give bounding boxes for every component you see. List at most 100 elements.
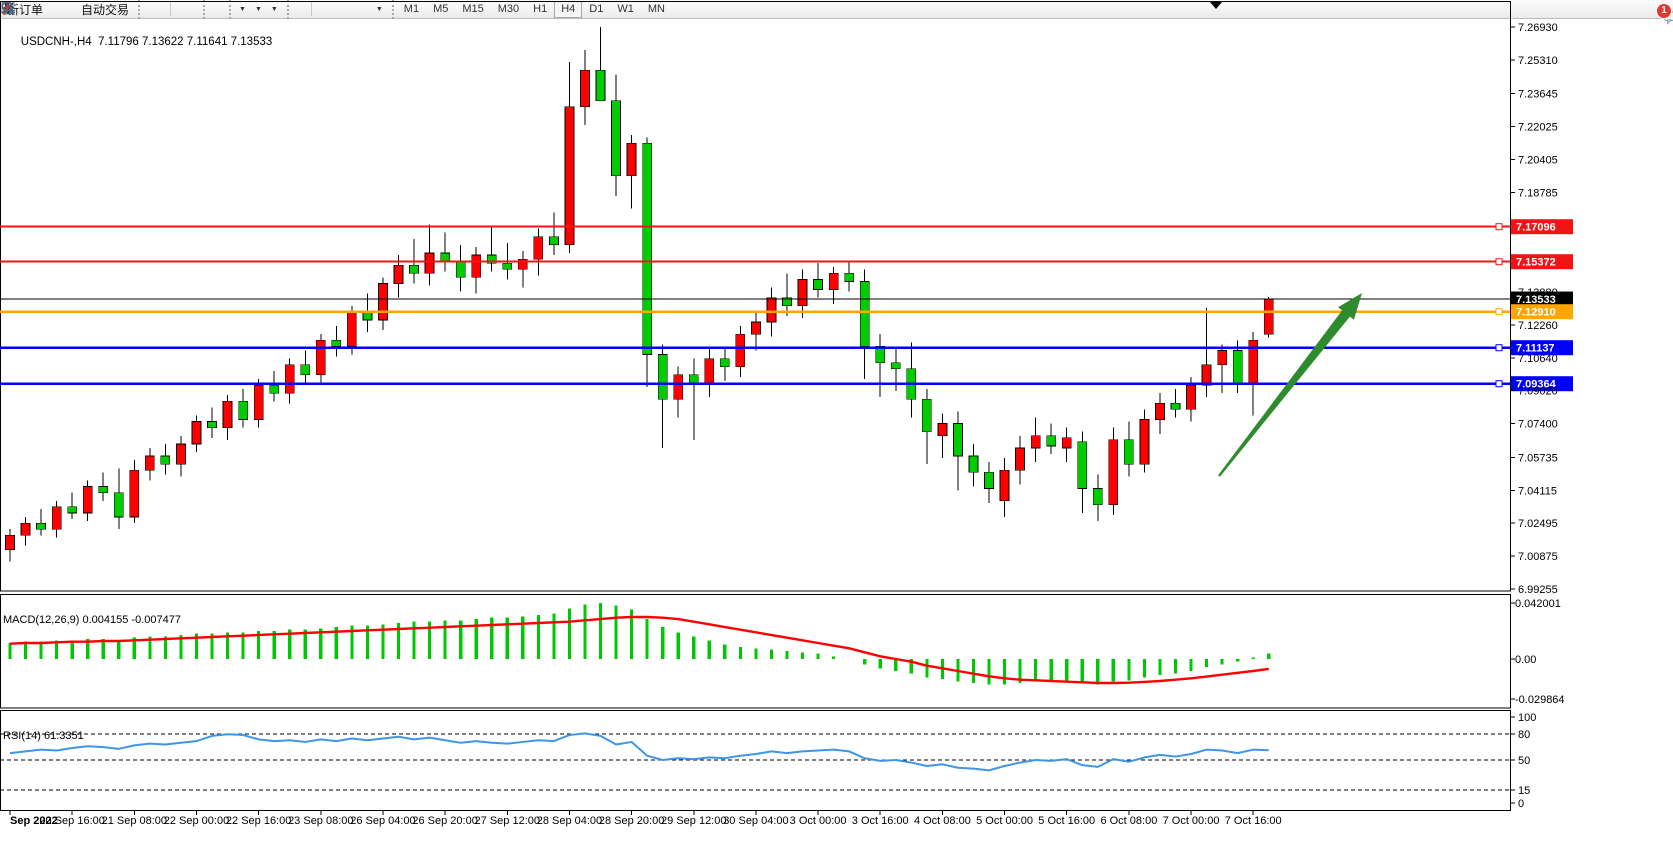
candle-body (797, 279, 808, 307)
price-panel (0, 1, 1511, 592)
candle-body (176, 443, 186, 465)
candle-body (502, 262, 513, 270)
candle-body (486, 254, 497, 264)
rsi-tick-label: 50 (1518, 755, 1530, 767)
support-line-2-handle[interactable] (1495, 380, 1503, 388)
macd-indicator-label: MACD(12,26,9) 0.004155 -0.007477 (3, 614, 181, 626)
candle-body (968, 455, 979, 473)
candle-body (999, 469, 1010, 502)
timeframe-button-m15[interactable]: M15 (462, 2, 484, 15)
time-tick-label: 21 Sep 08:00 (102, 815, 167, 827)
candle-body (238, 400, 248, 420)
candle-body (1232, 350, 1243, 384)
candle-body (517, 258, 528, 270)
resistance-line-1-price-text: 7.17096 (1516, 222, 1556, 234)
timeframe-button-d1[interactable]: D1 (589, 2, 604, 15)
candle-body (424, 252, 435, 274)
time-tick-label: 28 Sep 04:00 (537, 815, 602, 827)
timeframe-button-m1[interactable]: M1 (403, 2, 420, 15)
price-tick-label: 7.10640 (1518, 353, 1558, 365)
current-price-line-price-text: 7.13533 (1516, 294, 1556, 306)
price-tick-label: 7.00875 (1518, 551, 1558, 563)
rsi-tick-label: 80 (1518, 729, 1530, 741)
pivot-line-handle[interactable] (1495, 308, 1503, 316)
toolbar-group: M1 M5 M15 M30 H1 H4 D1 W1 MN (391, 0, 675, 19)
timeframe-button-mn[interactable]: MN (647, 2, 665, 15)
price-tick-label: 7.26930 (1518, 22, 1558, 34)
current-price-line-price-label (1511, 291, 1573, 307)
up-arrow-annotation[interactable] (1218, 293, 1362, 477)
price-tick-label: 7.13880 (1518, 287, 1558, 299)
candle-body (642, 143, 652, 355)
price-tick-label: 7.22025 (1518, 122, 1558, 134)
price-tick-label: 7.25310 (1518, 55, 1558, 67)
candle-body (113, 492, 124, 518)
time-tick-label: 4 Oct 08:00 (914, 815, 971, 827)
candle-body (1186, 384, 1196, 410)
timeframe-button-h1[interactable]: H1 (533, 2, 548, 15)
candle-body (657, 354, 668, 400)
time-tick-label: 29 Sep 12:00 (661, 815, 726, 827)
timeframe-button-w1[interactable]: W1 (617, 2, 634, 15)
candle-body (67, 506, 78, 514)
candle-body (673, 374, 684, 400)
support-line-1-handle[interactable] (1495, 344, 1503, 352)
timeframe-button-m5[interactable]: M5 (433, 2, 449, 15)
candle-body (890, 362, 901, 370)
candle-body (828, 272, 839, 290)
candle-body (1077, 441, 1088, 489)
shift-marker[interactable] (1210, 2, 1222, 9)
macd-signal-line (9, 615, 1269, 685)
resistance-line-1-price-label (1511, 219, 1573, 235)
candle-body (751, 321, 761, 335)
candle-body (409, 264, 419, 274)
symbol-ohlc-title: USDCNH-,H4 7.11796 7.13622 7.11641 7.135… (8, 24, 272, 60)
candle-body (859, 281, 870, 347)
candle-body (347, 311, 357, 347)
chevron-down-icon: ▼ (270, 5, 278, 13)
price-tick-label: 7.04115 (1518, 485, 1557, 497)
candle-body (782, 297, 792, 307)
time-tick-label: 6 Oct 08:00 (1100, 815, 1157, 827)
candle-body (1217, 350, 1227, 366)
timeframe-button-m30[interactable]: M30 (497, 2, 520, 15)
candle-body (1015, 447, 1025, 471)
candle-body (20, 522, 31, 536)
candle-body (626, 143, 637, 177)
timeframe-button-h4[interactable]: H4 (554, 0, 583, 18)
support-line-1-price-label (1511, 340, 1573, 356)
price-tick-label: 7.12260 (1518, 320, 1558, 332)
candle-body (688, 374, 699, 384)
time-tick-label: 30 Sep 04:00 (723, 815, 788, 827)
candle-body (1263, 298, 1274, 335)
time-tick-label: 7 Oct 00:00 (1163, 815, 1220, 827)
toolbar-separator (170, 2, 172, 16)
candle-body (937, 423, 948, 437)
resistance-line-2-handle[interactable] (1495, 258, 1503, 266)
autotrading-button-label: 自动交易 (81, 2, 130, 17)
candle-body (595, 69, 606, 102)
time-tick-label: 7 Oct 16:00 (1225, 815, 1282, 827)
rsi-line (9, 732, 1269, 772)
candle-body (331, 339, 342, 347)
candle-body (844, 272, 855, 282)
support-line-1-price-text: 7.11137 (1516, 343, 1555, 355)
resistance-line-1-handle[interactable] (1495, 223, 1503, 231)
candle-body (1092, 488, 1103, 506)
candle-body (611, 100, 621, 177)
candle-body (813, 279, 823, 290)
candle-body (1139, 419, 1150, 465)
candle-body (378, 283, 388, 321)
candle-body (36, 522, 46, 530)
candle-body (207, 421, 217, 429)
support-line-2-price-text: 7.09364 (1516, 379, 1557, 391)
candle-body (564, 106, 575, 246)
time-tick-label: 5 Oct 16:00 (1038, 815, 1095, 827)
candle-body (580, 69, 590, 108)
candle-body (284, 364, 295, 394)
candles-layer (5, 27, 1274, 562)
candle-body (1201, 364, 1212, 386)
time-tick-label: 28 Sep 20:00 (599, 815, 664, 827)
